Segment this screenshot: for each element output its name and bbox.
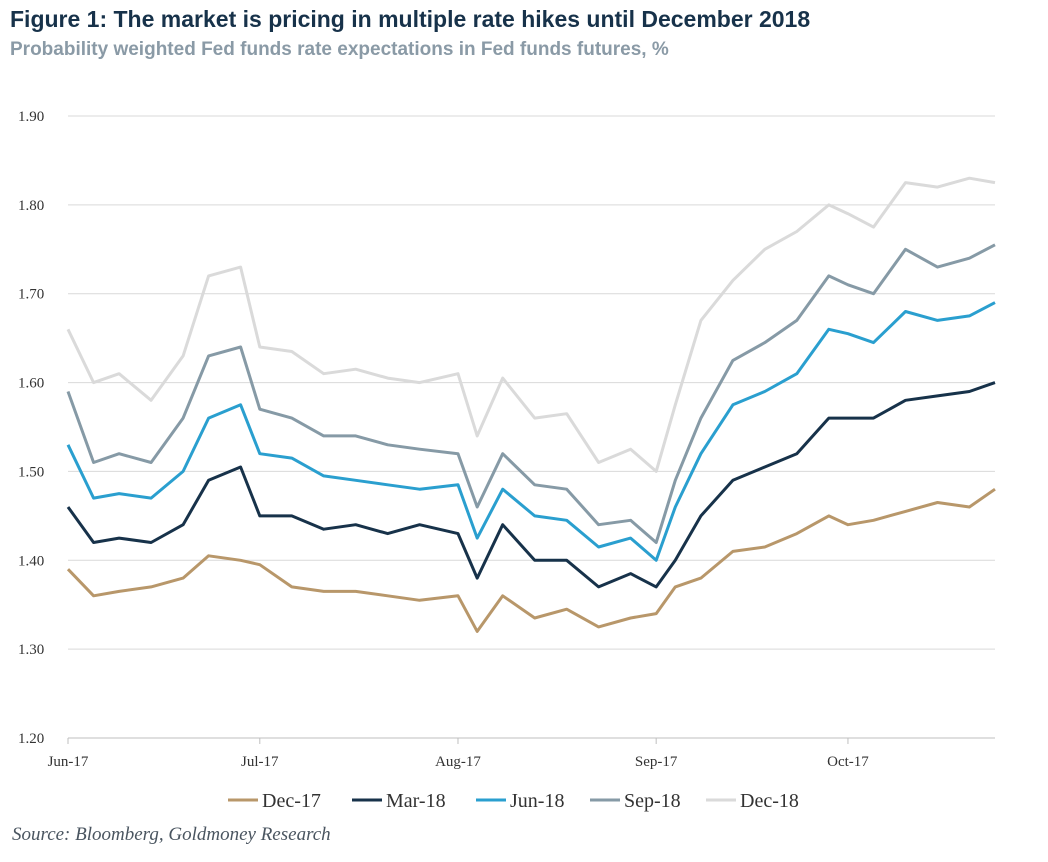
legend-label: Sep-18 — [624, 790, 681, 812]
y-tick-label: 1.40 — [18, 553, 44, 569]
series-line-dec-18 — [66, 176, 996, 473]
y-tick-label: 1.30 — [18, 642, 44, 658]
series-line-jun-18 — [66, 301, 996, 562]
y-tick-label: 1.80 — [18, 198, 44, 214]
series-line-sep-18 — [66, 243, 996, 544]
x-tick-label: Jul-17 — [241, 754, 279, 770]
y-tick-label: 1.20 — [18, 731, 44, 747]
series-line-dec-17 — [66, 487, 996, 633]
y-tick-label: 1.70 — [18, 287, 44, 303]
legend-label: Dec-18 — [740, 790, 799, 812]
y-tick-label: 1.60 — [18, 376, 44, 392]
y-tick-label: 1.50 — [18, 464, 44, 480]
x-tick-label: Sep-17 — [635, 754, 678, 770]
source-note: Source: Bloomberg, Goldmoney Research — [12, 824, 331, 845]
x-tick-label: Jun-17 — [48, 754, 89, 770]
legend-label: Mar-18 — [386, 790, 446, 812]
y-tick-label: 1.90 — [18, 109, 44, 125]
legend-label: Dec-17 — [262, 790, 321, 812]
chart-title: Figure 1: The market is pricing in multi… — [10, 6, 811, 32]
x-tick-label: Aug-17 — [435, 754, 481, 770]
chart-subtitle: Probability weighted Fed funds rate expe… — [10, 39, 669, 60]
legend-label: Jun-18 — [510, 790, 564, 812]
x-tick-label: Oct-17 — [827, 754, 869, 770]
series-line-mar-18 — [66, 381, 996, 589]
